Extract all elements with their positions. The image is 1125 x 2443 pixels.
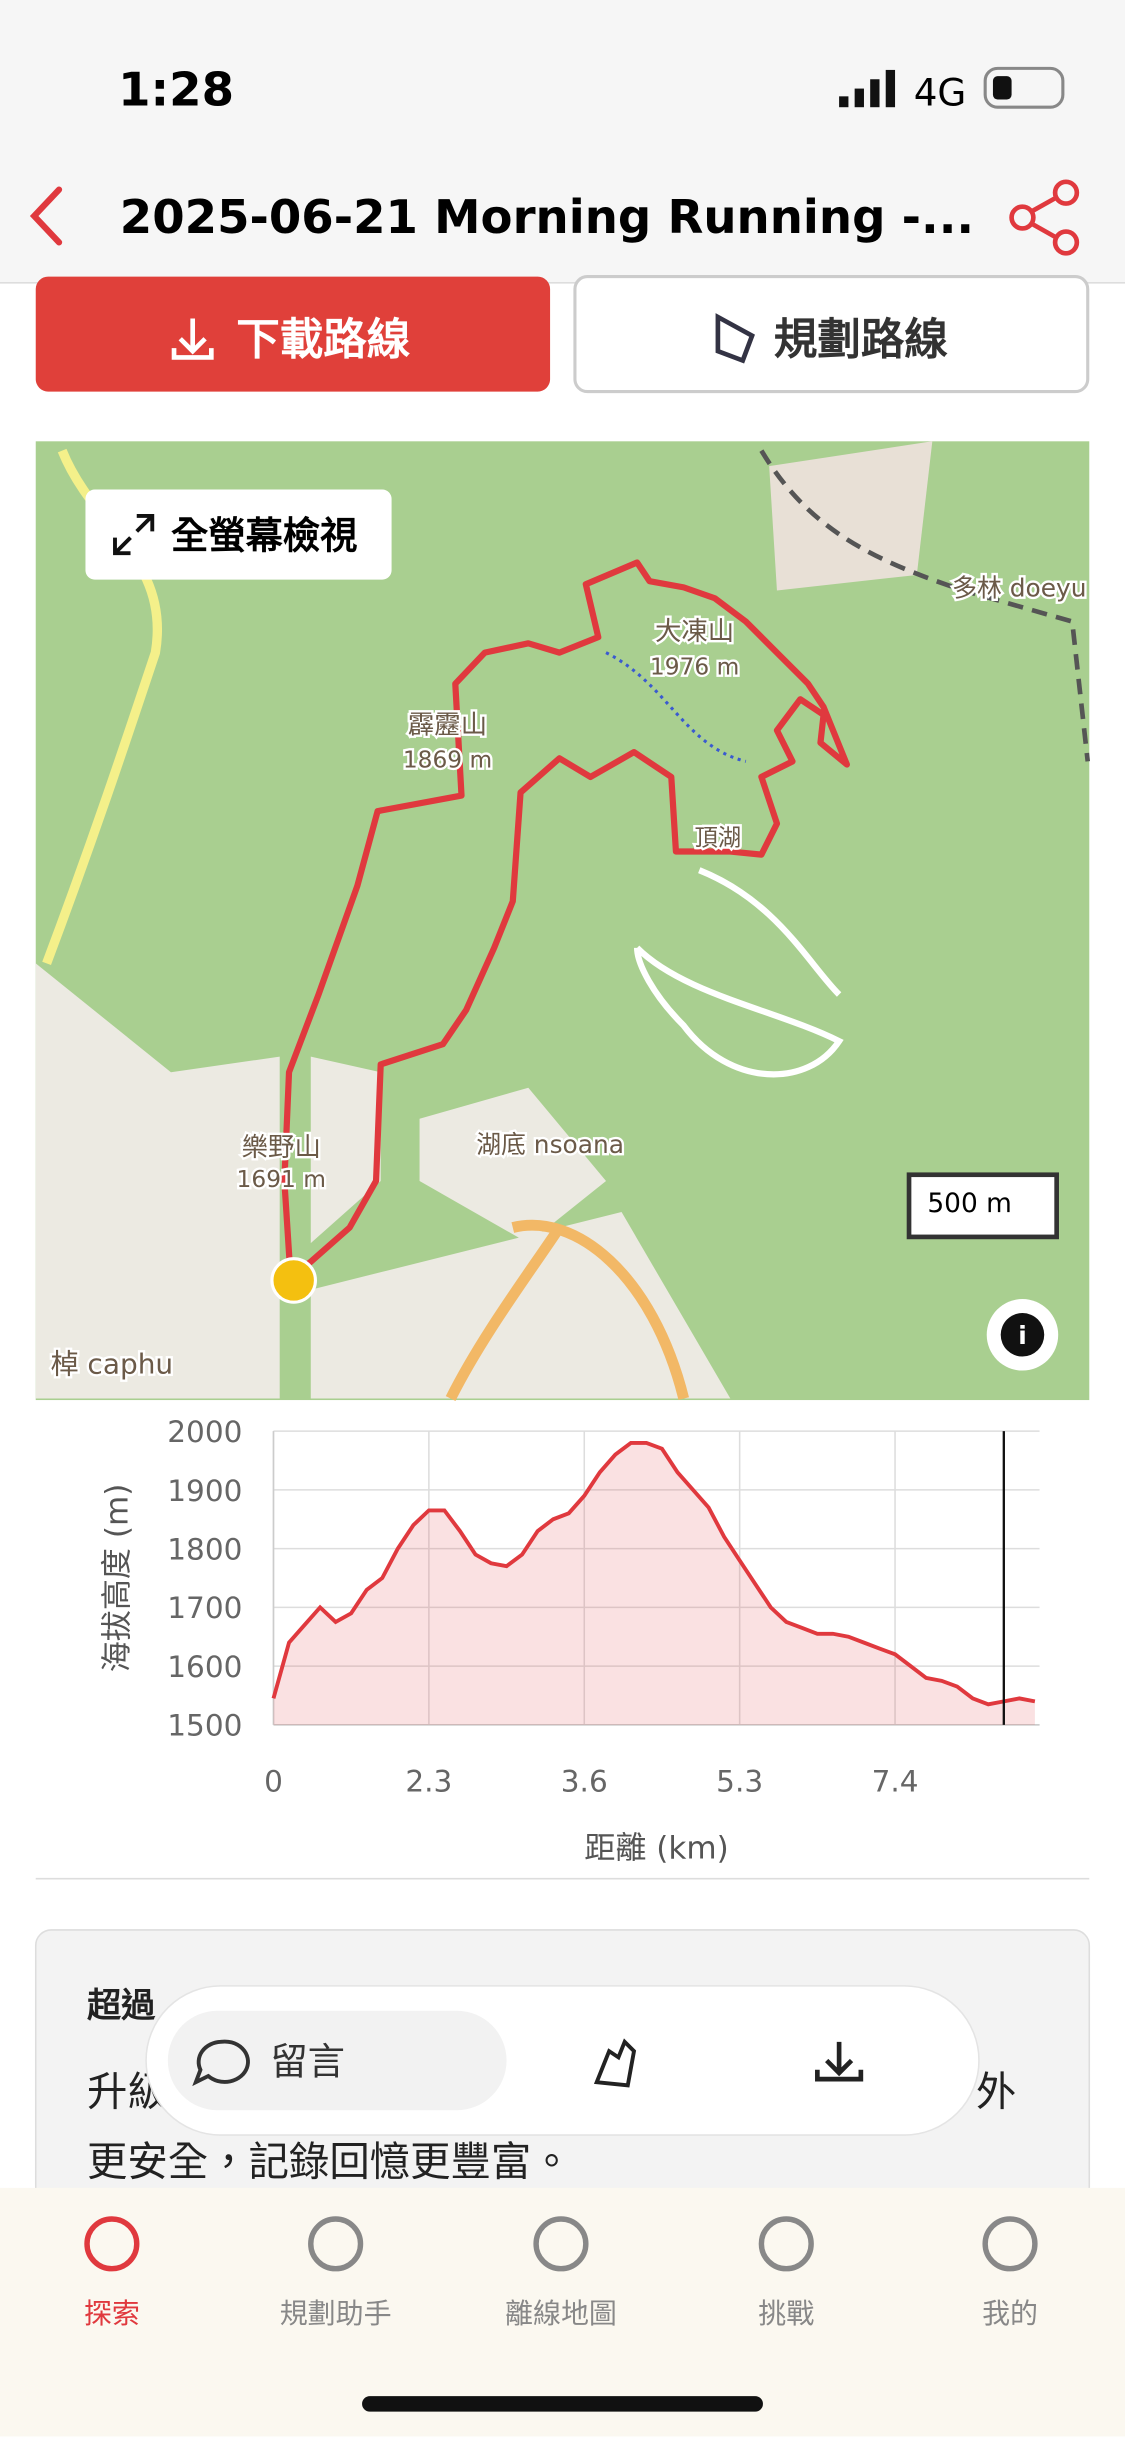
tab-button[interactable] [452,2199,670,2354]
nav-title: 2025-06-21 Morning Running -... [120,190,974,244]
comment-button[interactable] [167,2010,507,2111]
tab-icon [84,2216,140,2272]
map-label: 頂湖 [695,824,742,851]
x-tick-label: 7.4 [872,1765,919,1799]
tab-icon [982,2216,1038,2272]
signal-icon [839,69,896,108]
map-label: 霹靂山 [408,709,487,740]
elevation-line [271,1441,1036,1707]
map-label: 棹 caphu [51,1348,174,1381]
map-label: 湖底 nsoana [476,1130,624,1159]
y-tick-label: 1900 [167,1474,242,1508]
download-label: 下載路線 [236,315,410,365]
tabs: 探索 規劃助手 離線地圖 挑戰 我的 [3,2199,1119,2354]
elevation-chart: 1500 1600 1700 1800 1900 2000 0 2.3 3.6 5.3 7.4 海拔高… [99,1415,1040,1866]
tab-button[interactable] [227,2199,445,2354]
map-label: 樂野山 [242,1132,321,1163]
tab-bar [0,2187,1125,2437]
status-time: 1:28 [118,63,234,117]
x-tick-label: 2.3 [405,1765,452,1799]
y-axis-label: 海拔高度 (m) [99,1484,135,1673]
tab-label: 離線地圖 [505,2297,617,2330]
card-heading: 超過 [87,1986,156,2026]
tab-button[interactable] [3,2199,221,2354]
fullscreen-icon [113,513,155,556]
header-bg [0,0,1125,283]
y-tick-label: 2000 [167,1415,242,1449]
elevation-area [273,1442,1035,1725]
battery-level [992,76,1012,100]
back-button[interactable] [29,186,63,246]
tab-button[interactable] [678,2199,896,2354]
clap-button[interactable] [593,2038,637,2088]
tab-label: 規劃助手 [280,2297,392,2330]
comment-label: 留言 [270,2039,345,2083]
download-icon [171,318,214,360]
map-label: 多林 doeyu [952,574,1086,603]
tab-icon [758,2216,814,2272]
y-tick-label: 1700 [167,1591,242,1625]
tab-label: 探索 [84,2297,140,2330]
map-scale-label: 500 m [927,1188,1012,1219]
info-glyph: i [1018,1321,1027,1350]
battery [983,66,1065,109]
tab-icon [533,2216,589,2272]
tab-label: 我的 [982,2297,1038,2330]
tab-label: 挑戰 [758,2297,814,2330]
fullscreen-label: 全螢幕檢視 [171,514,357,558]
info-icon [1000,1313,1045,1357]
y-tick-label: 1500 [167,1709,242,1743]
map[interactable] [35,441,1091,1401]
map-label: 1691 m [237,1166,326,1193]
plan-icon [715,313,755,364]
share-button[interactable] [1009,179,1080,256]
tab-icon [308,2216,364,2272]
map-labels: 大凍山 1976 m 霹靂山 1869 m 樂野山 1691 m 湖底 nsoana 多林 d… [48,571,1089,1383]
card-text: 外 [976,2068,1016,2116]
tab-button[interactable] [901,2199,1119,2354]
map-label: 1976 m [650,653,739,680]
x-tick-label: 3.6 [561,1765,608,1799]
plan-label: 規劃路線 [774,315,948,365]
map-label: 1869 m [403,747,492,774]
download-button[interactable] [35,276,551,392]
home-indicator [362,2396,763,2412]
x-axis-label: 距離 (km) [584,1830,728,1866]
x-tick-label: 5.3 [716,1765,763,1799]
plan-button[interactable] [573,275,1090,394]
card-text: 更安全，記錄回憶更豐富。 [87,2137,572,2185]
map-scale [906,1172,1059,1240]
comment-icon [192,2039,250,2087]
fullscreen-button[interactable] [85,489,392,580]
map-label: 大凍山 [655,616,734,647]
x-tick-label: 0 [264,1765,283,1799]
save-button[interactable] [815,2041,864,2082]
y-tick-label: 1600 [167,1650,242,1684]
network-label: 4G [914,71,967,115]
y-tick-label: 1800 [167,1532,242,1566]
